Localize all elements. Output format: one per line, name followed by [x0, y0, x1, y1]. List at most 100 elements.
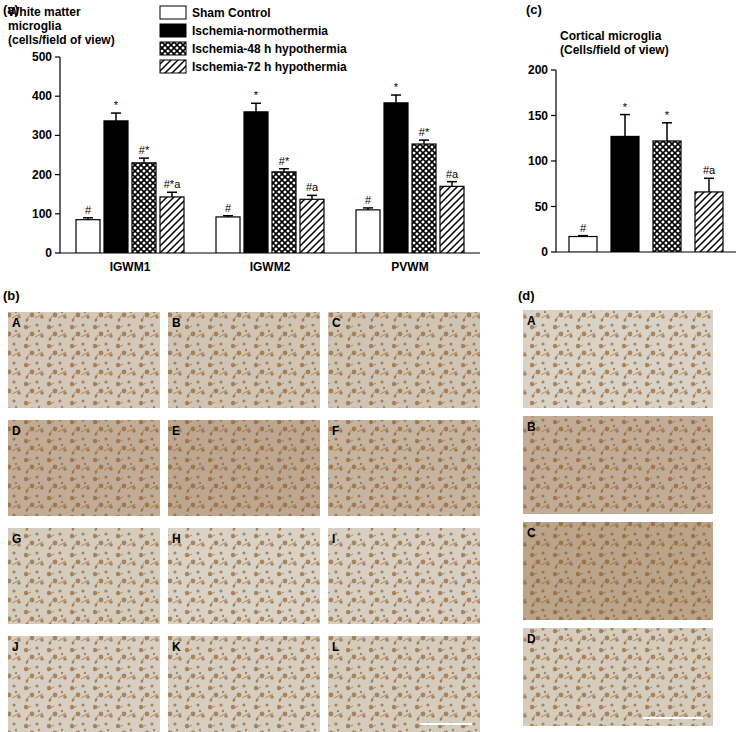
- micrograph-image: [328, 420, 480, 516]
- micrograph-image: [523, 628, 713, 726]
- bar: [412, 144, 436, 253]
- error-bar: [307, 195, 317, 199]
- error-cap: [223, 215, 233, 217]
- error-bar: [578, 235, 588, 237]
- micrograph: E: [168, 420, 320, 516]
- bar: [76, 220, 100, 253]
- error-bar: [167, 192, 177, 197]
- micrograph-label: A: [527, 314, 536, 328]
- micrograph-shade: [328, 528, 480, 624]
- micrograph-image: [523, 522, 713, 620]
- title: White mattermicroglia(cells/field of vie…: [8, 5, 115, 47]
- error-stem: [708, 178, 710, 192]
- micrograph-shade: [168, 312, 320, 408]
- error-stem: [395, 95, 397, 103]
- micrograph-image: [8, 312, 160, 408]
- micrograph-shade: [523, 416, 713, 514]
- y-tick: [55, 135, 60, 136]
- micrograph: B: [523, 416, 713, 514]
- legend-swatch: [160, 24, 186, 37]
- y-tick-label: 100: [32, 207, 52, 221]
- micrograph: C: [523, 522, 713, 620]
- bar: [653, 141, 681, 252]
- micrograph: J: [8, 636, 160, 732]
- y-tick-label: 100: [528, 154, 548, 168]
- annotation: #*: [419, 126, 430, 138]
- panel-label: (d): [518, 288, 535, 303]
- annotation: #a: [703, 164, 716, 176]
- x-tick-label: IGWM2: [250, 260, 291, 274]
- error-bar: [620, 115, 630, 137]
- legend-swatch: [160, 60, 186, 73]
- error-cap: [167, 191, 177, 193]
- bar: [272, 172, 296, 253]
- micrograph-image: [168, 636, 320, 732]
- error-cap: [620, 114, 630, 116]
- title: Cortical microglia(Cells/field of view): [560, 29, 669, 57]
- error-cap: [307, 195, 317, 197]
- micrograph-image: [8, 636, 160, 732]
- micrograph-label: C: [527, 526, 536, 540]
- y-tick: [551, 251, 556, 252]
- error-stem: [624, 115, 626, 137]
- micrograph: C: [328, 312, 480, 408]
- annotation: #: [365, 194, 372, 206]
- micrograph-image: [328, 528, 480, 624]
- micrograph-image: [168, 528, 320, 624]
- micrograph-label: B: [172, 316, 181, 330]
- micrograph-image: [523, 416, 713, 514]
- y-tick-label: 0: [45, 246, 52, 260]
- error-bar: [419, 140, 429, 144]
- error-cap: [704, 178, 714, 180]
- y-tick: [55, 252, 60, 253]
- micrograph: D: [8, 420, 160, 516]
- annotation: #a: [306, 181, 319, 193]
- error-bar: [662, 123, 672, 141]
- micrograph-label: I: [332, 532, 335, 546]
- bar: [104, 121, 128, 253]
- annotation: *: [623, 101, 628, 113]
- annotation: *: [254, 89, 259, 101]
- micrograph-shade: [8, 420, 160, 516]
- legend-swatch: [160, 42, 186, 55]
- micrograph: H: [168, 528, 320, 624]
- error-cap: [363, 207, 373, 209]
- y-tick: [55, 213, 60, 214]
- y-tick: [551, 69, 556, 70]
- micrograph: A: [8, 312, 160, 408]
- marks: [569, 115, 723, 252]
- error-stem: [115, 113, 117, 121]
- error-bar: [363, 208, 373, 210]
- micrograph-image: [168, 312, 320, 408]
- error-bar: [279, 169, 289, 172]
- panel-label: (b): [3, 288, 20, 303]
- micrograph-label: E: [172, 424, 180, 438]
- error-cap: [447, 181, 457, 183]
- micrograph-shade: [8, 636, 160, 732]
- micrograph-label: B: [527, 420, 536, 434]
- bar: [244, 112, 268, 253]
- micrograph-label: L: [332, 640, 339, 654]
- legend-swatch: [160, 6, 186, 19]
- micrograph-image: [328, 636, 480, 732]
- micrograph-image: [8, 528, 160, 624]
- bar: [384, 103, 408, 253]
- micrograph-label: G: [12, 532, 21, 546]
- annotation: *: [114, 99, 119, 111]
- marks: [76, 95, 464, 253]
- micrograph-label: C: [332, 316, 341, 330]
- annotation: *: [665, 109, 670, 121]
- annotation: #: [85, 204, 92, 216]
- micrograph-shade: [523, 522, 713, 620]
- y-tick-label: 50: [535, 200, 549, 214]
- micrograph-shade: [8, 312, 160, 408]
- panel-label: (c): [526, 2, 542, 17]
- bar: [611, 136, 639, 252]
- error-cap: [83, 217, 93, 219]
- error-cap: [662, 122, 672, 124]
- error-bar: [704, 178, 714, 192]
- y-tick-label: 0: [541, 245, 548, 259]
- error-cap: [279, 168, 289, 170]
- micrograph-image: [328, 312, 480, 408]
- title-line: Cortical microglia: [560, 29, 662, 43]
